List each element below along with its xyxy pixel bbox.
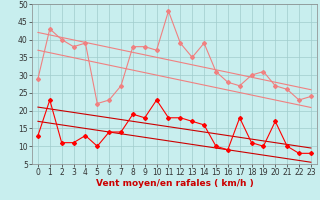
X-axis label: Vent moyen/en rafales ( km/h ): Vent moyen/en rafales ( km/h )	[96, 179, 253, 188]
